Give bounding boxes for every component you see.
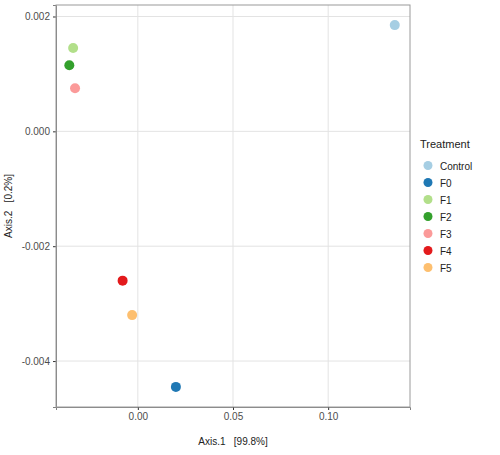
- point: [70, 83, 80, 93]
- x-axis: 0.00 0.05 0.10: [57, 407, 411, 422]
- y-tick: -0.004: [22, 356, 56, 367]
- x-tick: 0.00: [129, 407, 149, 422]
- grid-line: [137, 5, 138, 407]
- y-tick: 0.002: [25, 11, 56, 22]
- x-tick-label: 0.10: [319, 411, 339, 422]
- point: [64, 60, 74, 70]
- points: [64, 20, 399, 392]
- grid-line: [56, 246, 410, 247]
- legend-label: F3: [440, 229, 452, 240]
- legend-swatch: [424, 212, 433, 221]
- point: [390, 20, 400, 30]
- y-tick-label: -0.004: [22, 356, 51, 367]
- x-tick-label: 0.05: [224, 411, 244, 422]
- legend-item: F4: [424, 246, 453, 257]
- legend-label: Control: [440, 161, 472, 172]
- y-tick-label: -0.002: [22, 241, 51, 252]
- grid-line: [56, 361, 410, 362]
- legend-swatch: [424, 178, 433, 187]
- chart: 0.00 0.05 0.10 -0.004 -0.002 0.000 0.002 Axis.1…: [0, 0, 500, 455]
- grid-line: [56, 16, 410, 17]
- legend: Treatment Control F0 F1 F2 F3 F4 F5: [420, 138, 472, 274]
- legend-item: F5: [424, 263, 453, 274]
- legend-item: F1: [424, 195, 453, 206]
- point: [68, 43, 78, 53]
- plot: 0.00 0.05 0.10 -0.004 -0.002 0.000 0.002: [22, 5, 411, 422]
- grid-line: [56, 131, 410, 132]
- x-axis-line: [57, 408, 411, 411]
- grid: [56, 5, 410, 407]
- grid-line: [233, 5, 234, 407]
- legend-label: F0: [440, 178, 452, 189]
- grid-line: [328, 5, 329, 407]
- plot-frame: [56, 5, 410, 407]
- plot-background: [56, 5, 410, 407]
- legend-item: F3: [424, 229, 453, 240]
- y-tick: 0.000: [25, 126, 56, 137]
- legend-swatch: [424, 246, 433, 255]
- y-tick-label: 0.000: [25, 126, 50, 137]
- legend-item: F0: [424, 178, 453, 189]
- legend-swatch: [424, 263, 433, 272]
- legend-label: F4: [440, 246, 452, 257]
- y-axis-title: Axis.2 [0.2%]: [3, 174, 14, 238]
- legend-label: F5: [440, 263, 452, 274]
- legend-title: Treatment: [420, 138, 470, 150]
- point: [127, 310, 137, 320]
- x-tick: 0.05: [224, 407, 244, 422]
- legend-label: F1: [440, 195, 452, 206]
- y-tick: -0.002: [22, 241, 56, 252]
- legend-swatch: [424, 161, 433, 170]
- legend-swatch: [424, 195, 433, 204]
- legend-item: Control: [424, 161, 473, 172]
- point: [118, 276, 128, 286]
- legend-label: F2: [440, 212, 452, 223]
- legend-item: F2: [424, 212, 453, 223]
- legend-swatch: [424, 229, 433, 238]
- y-tick-label: 0.002: [25, 11, 50, 22]
- x-tick: 0.10: [319, 407, 339, 422]
- point: [171, 382, 181, 392]
- x-tick-label: 0.00: [129, 411, 149, 422]
- y-axis: -0.004 -0.002 0.000 0.002: [22, 6, 57, 408]
- x-axis-title: Axis.1 [99.8%]: [198, 436, 268, 447]
